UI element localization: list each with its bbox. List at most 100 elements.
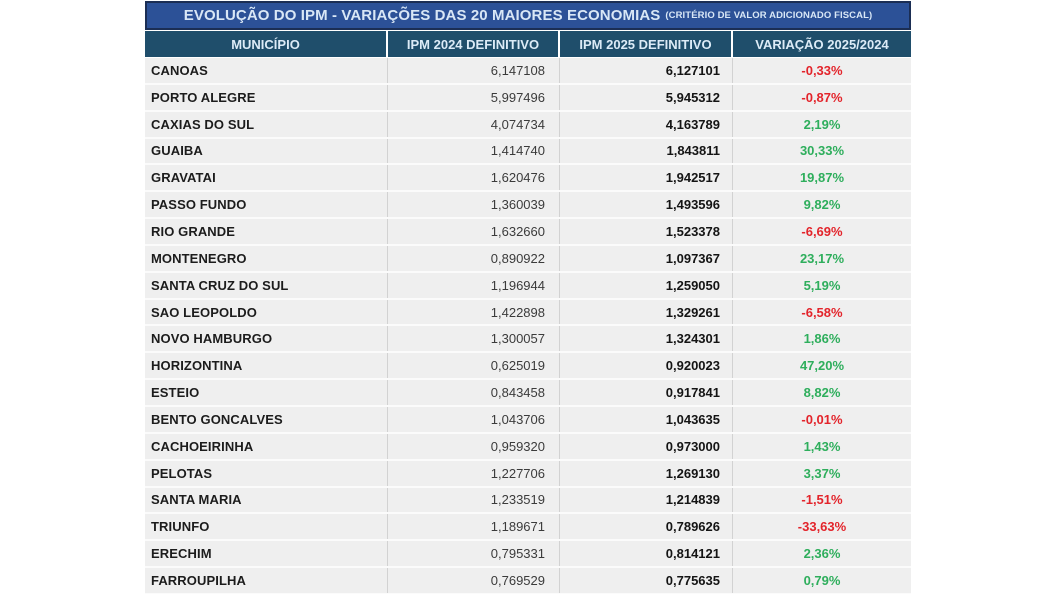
municipality-cell: GRAVATAI — [145, 165, 388, 191]
ipm-2024-cell: 1,300057 — [388, 326, 560, 352]
ipm-2024-cell: 0,625019 — [388, 353, 560, 379]
ipm-2025-cell: 1,942517 — [560, 165, 733, 191]
variation-cell: 5,19% — [803, 277, 841, 293]
table-row: SANTA MARIA 1,233519 1,214839 -1,51% — [145, 487, 911, 515]
municipality-cell: HORIZONTINA — [145, 353, 388, 379]
variation-cell: 2,36% — [803, 546, 841, 562]
table-title: EVOLUÇÃO DO IPM - VARIAÇÕES DAS 20 MAIOR… — [183, 7, 661, 24]
ipm-2025-cell: 1,043635 — [560, 406, 733, 432]
ipm-2024-cell: 1,043706 — [388, 406, 560, 432]
municipality-cell: SANTA CRUZ DO SUL — [145, 272, 388, 298]
ipm-2024-cell: 4,074734 — [388, 111, 560, 137]
variation-cell: 1,86% — [803, 331, 841, 347]
ipm-2025-cell: 1,214839 — [560, 487, 733, 513]
ipm-2024-cell: 0,769529 — [388, 568, 560, 593]
variation-cell: 9,82% — [803, 197, 841, 213]
table-row: SAO LEOPOLDO 1,422898 1,329261 -6,58% — [145, 299, 911, 327]
ipm-2025-cell: 1,329261 — [560, 299, 733, 325]
variation-cell: -0,33% — [801, 62, 843, 78]
ipm-2025-cell: 0,973000 — [560, 433, 733, 459]
table-row: PELOTAS 1,227706 1,269130 3,37% — [145, 460, 911, 488]
table-row: PORTO ALEGRE 5,997496 5,945312 -0,87% — [145, 84, 911, 112]
ipm-2025-cell: 1,259050 — [560, 272, 733, 298]
municipality-cell: ERECHIM — [145, 541, 388, 567]
ipm-2024-cell: 0,795331 — [388, 541, 560, 567]
variation-cell: -33,63% — [797, 519, 847, 535]
municipality-cell: PORTO ALEGRE — [145, 84, 388, 110]
ipm-2024-cell: 1,360039 — [388, 192, 560, 218]
ipm-2024-cell: 1,189671 — [388, 514, 560, 540]
municipality-cell: MONTENEGRO — [145, 245, 388, 271]
column-header-municipio: MUNICÍPIO — [145, 31, 388, 57]
ipm-2025-cell: 0,814121 — [560, 541, 733, 567]
ipm-2024-cell: 1,414740 — [388, 138, 560, 164]
ipm-2024-cell: 1,227706 — [388, 460, 560, 486]
municipality-cell: CACHOEIRINHA — [145, 433, 388, 459]
municipality-cell: RIO GRANDE — [145, 219, 388, 244]
table-title-bar: EVOLUÇÃO DO IPM - VARIAÇÕES DAS 20 MAIOR… — [145, 1, 911, 30]
table-row: GRAVATAI 1,620476 1,942517 19,87% — [145, 165, 911, 193]
table-row: NOVO HAMBURGO 1,300057 1,324301 1,86% — [145, 326, 911, 354]
municipality-cell: PELOTAS — [145, 460, 388, 486]
ipm-2025-cell: 0,789626 — [560, 514, 733, 540]
ipm-2025-cell: 1,097367 — [560, 245, 733, 271]
variation-cell: 19,87% — [799, 170, 845, 186]
municipality-cell: SAO LEOPOLDO — [145, 299, 388, 325]
variation-cell: -6,58% — [801, 304, 843, 320]
ipm-2025-cell: 1,269130 — [560, 460, 733, 486]
table-row: SANTA CRUZ DO SUL 1,196944 1,259050 5,19% — [145, 272, 911, 300]
ipm-2025-cell: 4,163789 — [560, 111, 733, 137]
ipm-2024-cell: 5,997496 — [388, 84, 560, 110]
ipm-2025-cell: 1,843811 — [560, 138, 733, 164]
column-header-ipm-2024: IPM 2024 DEFINITIVO — [388, 31, 560, 57]
column-header-variacao: VARIAÇÃO 2025/2024 — [733, 31, 911, 57]
ipm-2024-cell: 0,959320 — [388, 433, 560, 459]
municipality-cell: CANOAS — [145, 58, 388, 83]
table-row: CANOAS 6,147108 6,127101 -0,33% — [145, 58, 911, 85]
variation-cell: -1,51% — [801, 492, 843, 508]
ipm-2025-cell: 1,523378 — [560, 219, 733, 244]
ipm-2025-cell: 0,775635 — [560, 568, 733, 593]
ipm-2025-cell: 5,945312 — [560, 84, 733, 110]
municipality-cell: FARROUPILHA — [145, 568, 388, 593]
municipality-cell: PASSO FUNDO — [145, 192, 388, 218]
ipm-2024-cell: 0,890922 — [388, 245, 560, 271]
variation-cell: 0,79% — [803, 572, 841, 588]
ipm-2024-cell: 0,843458 — [388, 380, 560, 405]
column-header-ipm-2025: IPM 2025 DEFINITIVO — [560, 31, 733, 57]
table-header-row: MUNICÍPIO IPM 2024 DEFINITIVO IPM 2025 D… — [145, 31, 911, 57]
table-subtitle: (CRITÉRIO DE VALOR ADICIONADO FISCAL) — [665, 10, 873, 21]
table-body: CANOAS 6,147108 6,127101 -0,33% PORTO ALEGRE… — [145, 58, 911, 594]
table-row: CAXIAS DO SUL 4,074734 4,163789 2,19% — [145, 111, 911, 139]
table-row: FARROUPILHA 0,769529 0,775635 0,79% — [145, 568, 911, 594]
municipality-cell: TRIUNFO — [145, 514, 388, 540]
table-row: BENTO GONCALVES 1,043706 1,043635 -0,01% — [145, 406, 911, 434]
ipm-2024-cell: 1,620476 — [388, 165, 560, 191]
variation-cell: 30,33% — [799, 143, 845, 159]
table-row: PASSO FUNDO 1,360039 1,493596 9,82% — [145, 192, 911, 220]
table-row: ESTEIO 0,843458 0,917841 8,82% — [145, 380, 911, 407]
table-row: ERECHIM 0,795331 0,814121 2,36% — [145, 541, 911, 569]
variation-cell: 1,43% — [803, 438, 841, 454]
table-row: MONTENEGRO 0,890922 1,097367 23,17% — [145, 245, 911, 273]
ipm-2025-cell: 6,127101 — [560, 58, 733, 83]
variation-cell: -0,87% — [801, 89, 843, 105]
table-row: TRIUNFO 1,189671 0,789626 -33,63% — [145, 514, 911, 542]
ipm-2024-cell: 1,233519 — [388, 487, 560, 513]
ipm-2024-cell: 1,196944 — [388, 272, 560, 298]
ipm-2025-cell: 0,917841 — [560, 380, 733, 405]
ipm-2025-cell: 0,920023 — [560, 353, 733, 379]
table-row: HORIZONTINA 0,625019 0,920023 47,20% — [145, 353, 911, 381]
variation-cell: -6,69% — [801, 223, 843, 239]
ipm-2025-cell: 1,324301 — [560, 326, 733, 352]
ipm-2024-cell: 1,422898 — [388, 299, 560, 325]
variation-cell: 47,20% — [799, 358, 845, 374]
variation-cell: -0,01% — [801, 411, 843, 427]
variation-cell: 2,19% — [803, 116, 841, 132]
municipality-cell: ESTEIO — [145, 380, 388, 405]
ipm-2024-cell: 6,147108 — [388, 58, 560, 83]
ipm-table: EVOLUÇÃO DO IPM - VARIAÇÕES DAS 20 MAIOR… — [145, 1, 911, 594]
table-row: RIO GRANDE 1,632660 1,523378 -6,69% — [145, 219, 911, 246]
municipality-cell: NOVO HAMBURGO — [145, 326, 388, 352]
